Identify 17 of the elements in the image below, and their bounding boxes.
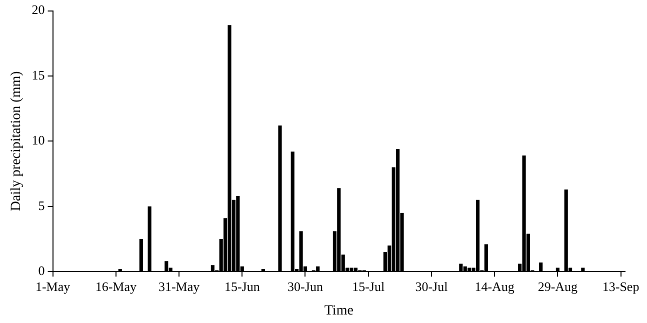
- x-tick-label: 13-Sep: [602, 278, 640, 294]
- x-tick-label: 30-Jul: [415, 278, 448, 294]
- x-tick-label: 29-Aug: [538, 278, 578, 294]
- x-tick-label: 14-Aug: [474, 278, 515, 294]
- y-tick-label: 20: [32, 2, 45, 18]
- y-tick-label: 0: [38, 263, 45, 278]
- x-tick-label: 15-Jul: [352, 278, 385, 294]
- x-tick-label: 31-May: [158, 278, 200, 294]
- y-tick-label: 5: [38, 198, 45, 213]
- x-tick-label: 1-May: [35, 278, 71, 294]
- y-axis-title: Daily precipitation (mm): [9, 70, 24, 212]
- x-axis-title: Time: [324, 303, 354, 318]
- x-tick-label: 15-Jun: [224, 278, 260, 294]
- y-tick-label: 15: [32, 67, 45, 82]
- x-tick-label: 16-May: [95, 278, 137, 294]
- x-tick-label: 30-Jun: [288, 278, 324, 294]
- y-tick-label: 10: [32, 132, 45, 148]
